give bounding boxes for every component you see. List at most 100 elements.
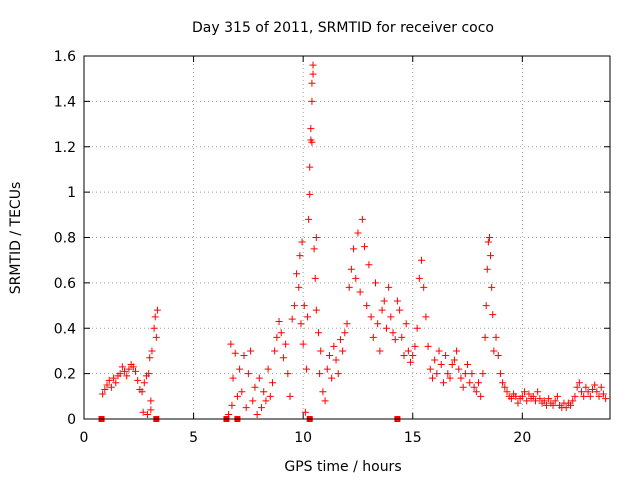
data-point xyxy=(365,261,373,269)
data-point xyxy=(586,392,594,400)
data-point xyxy=(485,234,493,241)
data-point xyxy=(286,392,294,400)
data-point xyxy=(415,274,423,282)
data-point xyxy=(350,245,358,253)
data-point xyxy=(332,356,340,364)
data-point xyxy=(529,392,537,400)
data-point xyxy=(573,383,581,391)
data-point xyxy=(499,379,507,387)
data-point xyxy=(435,347,443,355)
data-point xyxy=(321,397,329,405)
data-point xyxy=(503,388,511,396)
data-point xyxy=(317,347,325,355)
x-tick-label: 10 xyxy=(294,430,312,446)
y-tick-label: 0 xyxy=(67,412,76,428)
data-point xyxy=(484,238,492,246)
data-point xyxy=(271,347,279,355)
data-point xyxy=(347,265,355,273)
data-point xyxy=(479,370,487,378)
y-axis-label: SRMTID / TECUs xyxy=(8,182,24,295)
data-point xyxy=(302,365,310,373)
data-point xyxy=(129,363,137,371)
data-point xyxy=(464,361,472,369)
y-tick-label: 0.4 xyxy=(54,321,76,337)
data-point xyxy=(105,376,113,384)
data-point xyxy=(446,374,454,382)
data-point xyxy=(306,190,314,198)
data-point xyxy=(233,392,241,400)
data-point xyxy=(101,386,109,394)
data-point xyxy=(345,283,353,291)
data-point xyxy=(328,374,336,382)
data-point xyxy=(266,392,274,400)
data-point xyxy=(545,395,553,403)
x-tick-label: 5 xyxy=(189,430,198,446)
axis-ticks xyxy=(83,55,610,420)
data-point xyxy=(295,283,303,291)
data-point xyxy=(593,388,601,396)
data-point xyxy=(492,333,500,341)
data-point xyxy=(306,163,314,171)
data-point xyxy=(139,408,147,416)
chart-title: Day 315 of 2011, SRMTID for receiver coc… xyxy=(192,20,494,36)
data-point xyxy=(118,363,126,371)
data-point xyxy=(316,370,324,378)
data-point xyxy=(99,390,107,398)
data-point xyxy=(297,320,305,328)
data-point xyxy=(125,365,133,373)
data-point xyxy=(308,97,316,105)
data-point xyxy=(308,138,316,146)
tick-labels: 0 0.2 0.4 0.6 0.8 1 1.2 1.4 1.6 0 5 10 15 20 xyxy=(54,49,532,446)
data-point xyxy=(549,401,557,409)
data-point xyxy=(457,374,465,382)
data-point xyxy=(602,395,610,403)
data-point xyxy=(455,365,463,373)
data-point xyxy=(307,125,315,133)
data-point xyxy=(396,306,404,314)
data-point xyxy=(595,392,603,400)
data-point xyxy=(531,397,539,405)
data-point xyxy=(439,379,447,387)
data-point xyxy=(591,381,599,389)
grid-lines xyxy=(84,56,610,419)
data-point xyxy=(361,243,369,251)
data-point xyxy=(107,383,115,391)
data-point xyxy=(298,238,306,246)
data-point xyxy=(442,351,450,359)
data-point xyxy=(140,379,148,387)
data-point xyxy=(507,395,515,403)
data-point xyxy=(551,397,559,405)
data-point xyxy=(374,320,382,328)
data-point xyxy=(299,340,307,348)
data-point xyxy=(398,333,406,341)
data-point xyxy=(288,315,296,323)
data-point xyxy=(367,313,375,321)
data-point xyxy=(282,340,290,348)
data-point xyxy=(308,79,316,87)
data-point xyxy=(407,358,415,366)
data-point xyxy=(144,410,152,418)
data-point xyxy=(562,404,570,412)
data-point xyxy=(380,297,388,305)
data-point xyxy=(437,361,445,369)
data-point xyxy=(336,336,344,344)
data-point xyxy=(426,365,434,373)
data-point xyxy=(339,347,347,355)
data-point xyxy=(356,288,364,296)
data-point xyxy=(262,397,270,405)
data-point xyxy=(146,354,154,362)
data-point xyxy=(279,354,287,362)
data-point xyxy=(578,388,586,396)
data-point xyxy=(444,370,452,378)
data-point xyxy=(311,274,319,282)
data-point xyxy=(448,361,456,369)
data-point xyxy=(512,392,520,400)
data-point xyxy=(569,397,577,405)
data-point xyxy=(134,376,142,384)
data-point xyxy=(341,329,349,337)
data-point xyxy=(534,388,542,396)
data-point xyxy=(293,270,301,278)
data-point xyxy=(312,234,320,241)
data-point xyxy=(420,283,428,291)
